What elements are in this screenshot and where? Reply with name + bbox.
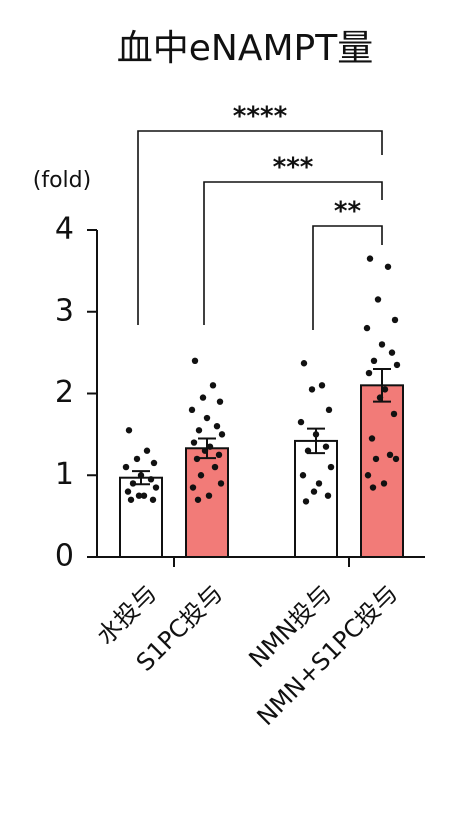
data-point — [209, 382, 217, 389]
data-point — [215, 451, 223, 459]
data-point — [205, 492, 213, 499]
significance-label: ** — [334, 197, 362, 227]
data-point — [364, 472, 372, 479]
significance-bracket — [137, 130, 383, 325]
data-point — [300, 360, 308, 367]
data-point — [318, 382, 326, 389]
data-point — [392, 455, 400, 463]
data-point — [372, 455, 380, 463]
significance-label: *** — [273, 153, 314, 183]
data-point — [384, 263, 392, 270]
data-point — [374, 296, 382, 303]
data-point — [370, 357, 378, 364]
data-point — [380, 480, 388, 487]
data-point — [378, 341, 386, 348]
y-tick-label: 1 — [55, 457, 74, 492]
bar — [360, 384, 404, 559]
y-tick-label: 2 — [55, 375, 74, 410]
data-point — [391, 316, 399, 324]
data-point — [211, 463, 219, 471]
data-point — [129, 480, 137, 487]
data-point — [125, 427, 133, 434]
data-point — [302, 498, 310, 505]
data-point — [315, 480, 323, 487]
data-point — [390, 410, 398, 418]
data-point — [147, 476, 155, 483]
data-point — [376, 394, 384, 401]
data-point — [152, 484, 160, 491]
data-point — [191, 357, 199, 364]
data-point — [124, 488, 132, 495]
data-point — [143, 447, 151, 454]
y-tick-label: 0 — [55, 539, 74, 574]
data-point — [199, 394, 207, 401]
data-point — [201, 447, 209, 454]
bar — [185, 447, 229, 558]
significance-bracket — [312, 225, 383, 330]
data-point — [366, 255, 374, 262]
data-point — [327, 463, 335, 471]
data-point — [133, 455, 141, 463]
data-point — [195, 427, 203, 434]
data-point — [308, 386, 316, 393]
data-point — [322, 443, 330, 450]
data-point — [213, 423, 221, 430]
data-point — [297, 418, 305, 426]
data-point — [324, 492, 332, 499]
data-point — [122, 463, 130, 471]
data-point — [203, 414, 211, 422]
significance-bracket — [203, 181, 383, 325]
data-point — [325, 406, 333, 414]
data-point — [140, 492, 148, 499]
chart-title: 血中eNAMPT量 — [117, 28, 373, 69]
y-axis-label: (fold) — [33, 168, 91, 193]
data-point — [217, 480, 225, 487]
data-point — [386, 451, 394, 459]
data-point — [381, 386, 389, 393]
data-point — [363, 324, 371, 332]
data-point — [149, 496, 157, 503]
data-point — [299, 472, 307, 479]
data-point — [188, 406, 196, 414]
data-point — [312, 431, 320, 438]
data-point — [393, 361, 401, 369]
data-point — [193, 455, 201, 463]
y-tick-label: 4 — [55, 212, 74, 247]
data-point — [197, 472, 205, 479]
data-point — [388, 349, 396, 356]
data-point — [369, 484, 377, 491]
data-point — [127, 496, 135, 503]
significance-label: **** — [233, 102, 288, 132]
bar — [294, 439, 338, 559]
data-point — [368, 435, 376, 442]
data-point — [304, 447, 312, 454]
data-point — [190, 439, 198, 446]
data-point — [218, 431, 226, 438]
data-point — [194, 496, 202, 503]
data-point — [310, 488, 318, 495]
data-point — [137, 472, 145, 479]
data-point — [206, 443, 214, 450]
data-point — [135, 492, 143, 499]
data-point — [365, 369, 373, 377]
data-point — [189, 484, 197, 491]
data-point — [216, 398, 224, 405]
data-point — [150, 459, 158, 467]
y-tick-label: 3 — [55, 293, 74, 328]
